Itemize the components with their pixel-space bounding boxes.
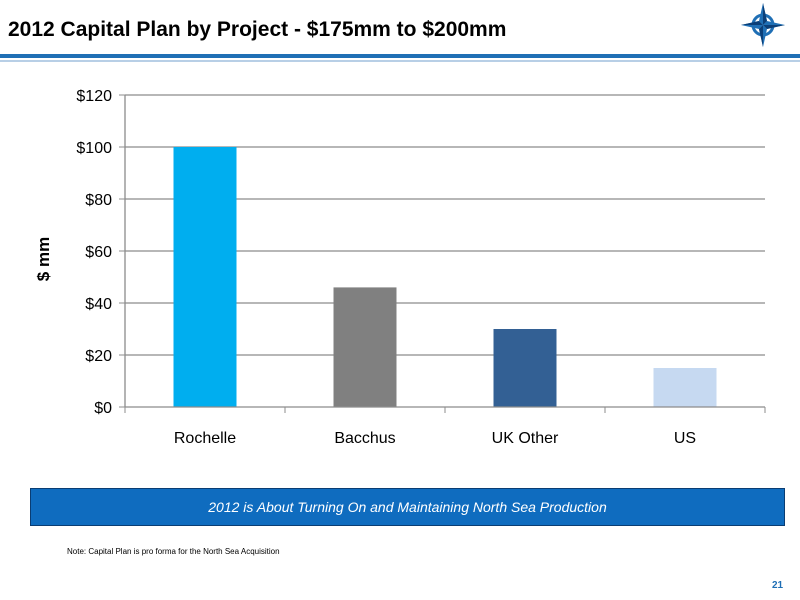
x-tick-label: UK Other (492, 430, 559, 447)
slide-title: 2012 Capital Plan by Project - $175mm to… (8, 18, 507, 41)
bar-chart: $0 $20 $40 $60 $80 $100 $120 Rochelle Bacchus UK… (34, 88, 766, 447)
bar-us (653, 368, 717, 407)
callout-text: 2012 is About Turning On and Maintaining… (208, 499, 607, 515)
y-tick-labels: $0 $20 $40 $60 $80 $100 $120 (76, 88, 112, 417)
y-tick-label: $0 (94, 400, 112, 417)
header-rule (0, 54, 800, 58)
bar-uk-other (493, 329, 557, 407)
y-tick-label: $20 (85, 348, 112, 365)
y-tick-label: $120 (76, 88, 112, 105)
bar-bacchus (333, 287, 397, 407)
y-tick-label: $40 (85, 296, 112, 313)
x-tick-label: Bacchus (334, 430, 395, 447)
callout-banner: 2012 is About Turning On and Maintaining… (30, 488, 785, 526)
footnote: Note: Capital Plan is pro forma for the … (67, 547, 280, 556)
chart-bars (173, 147, 717, 407)
header-rule-secondary (0, 60, 800, 62)
chart-axes (124, 95, 766, 413)
y-axis-label: $ mm (34, 237, 53, 281)
x-tick-label: US (674, 430, 696, 447)
y-tick-label: $100 (76, 140, 112, 157)
page-number: 21 (772, 580, 784, 591)
y-tick-label: $80 (85, 192, 112, 209)
compass-star-icon (741, 3, 785, 47)
y-tick-label: $60 (85, 244, 112, 261)
x-tick-labels: Rochelle Bacchus UK Other US (174, 430, 696, 447)
bar-rochelle (173, 147, 237, 407)
x-tick-label: Rochelle (174, 430, 236, 447)
